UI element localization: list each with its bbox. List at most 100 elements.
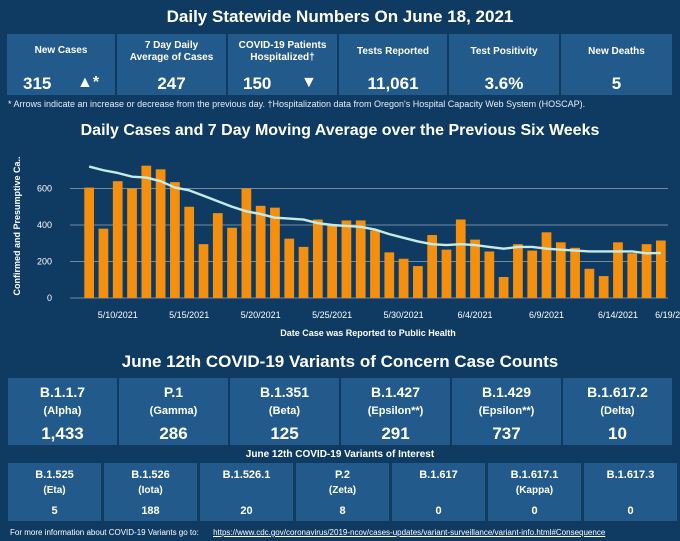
new-cases-value: 315 [23,74,52,93]
x-tick-label: 6/14/2021 [598,310,638,320]
bar[interactable] [584,268,595,298]
voi-card: B.1.525 (Eta) 5 [8,463,101,521]
voi-value: 5 [51,505,58,517]
bar[interactable] [441,249,452,298]
bar[interactable] [255,205,266,298]
bar[interactable] [484,251,495,298]
new-deaths-value: 5 [611,74,622,93]
bar[interactable] [527,250,538,298]
bar[interactable] [284,238,295,298]
new-deaths-card: New Deaths 5 [561,34,672,95]
footnote: * Arrows indicate an increase or decreas… [8,99,586,109]
bar[interactable] [98,228,109,298]
x-tick-label: 6/4/2021 [458,310,493,320]
tests-reported-card: Tests Reported 11,061 [339,34,447,95]
bar[interactable] [298,246,309,298]
bar[interactable] [384,252,395,298]
voc-value: 286 [159,424,188,443]
voc-value: 10 [608,424,627,443]
footer-text: For more information about COVID-19 Vari… [10,528,199,537]
x-tick-label: 5/15/2021 [169,310,209,320]
bar[interactable] [627,253,638,298]
voi-name: B.1.525 [35,469,74,481]
x-tick-label: 5/20/2021 [241,310,281,320]
bar[interactable] [413,266,423,298]
chart-y-ticks: 0 200 400 600 [37,184,52,304]
chart-x-ticks: 5/10/2021 5/15/2021 5/20/2021 5/25/2021 5/30… [98,310,680,320]
variant-info-link[interactable]: https://www.cdc.gov/coronavirus/2019-nco… [213,528,606,537]
y-tick-label: 200 [37,257,52,267]
bar[interactable] [570,247,580,298]
tests-reported-value: 11,061 [367,74,419,93]
bar[interactable] [112,181,123,298]
voi-card: B.1.617.3 0 [584,463,677,521]
y-tick-label: 0 [47,293,52,303]
bar[interactable] [84,187,95,298]
voi-value: 20 [240,505,253,517]
voc-sub: (Delta) [600,405,635,417]
tests-reported-label: Tests Reported [356,46,430,57]
voc-card: B.1.351 (Beta) 125 [230,378,339,445]
bar[interactable] [513,244,523,298]
voc-name: P.1 [163,384,184,400]
bar[interactable] [155,169,166,298]
voi-name: B.1.617 [419,469,458,481]
voc-value: 291 [381,424,410,443]
voi-name: P.2 [334,469,351,481]
voc-sub: (Beta) [268,405,301,417]
bar[interactable] [455,219,466,298]
voc-name: B.1.351 [259,384,310,400]
chart-bars [84,165,666,299]
bar[interactable] [198,244,209,298]
bar[interactable] [641,244,652,298]
voc-value: 737 [492,424,521,443]
voi-value: 0 [435,505,442,517]
bar[interactable] [241,188,252,299]
voc-sub: (Alpha) [43,405,82,417]
bar[interactable] [127,188,137,299]
chart-average-line [88,165,661,255]
voi-name: B.1.617.1 [510,469,559,481]
bar[interactable] [470,239,480,298]
bar[interactable] [312,219,323,298]
bar[interactable] [355,220,366,298]
moving-average-line[interactable] [88,165,661,255]
footer: For more information about COVID-19 Vari… [10,528,605,537]
bar[interactable] [598,276,609,298]
voi-sub: (Iota) [138,485,163,496]
x-tick-label: 5/10/2021 [98,310,138,320]
voc-name: B.1.429 [481,384,532,400]
bar[interactable] [613,242,623,298]
bar[interactable] [341,220,352,298]
bar[interactable] [427,235,438,298]
bar[interactable] [184,206,195,298]
decrease-arrow-icon: ▼ [301,74,317,91]
page-title: Daily Statewide Numbers On June 18, 2021 [166,7,514,26]
bar[interactable] [270,207,280,298]
bar[interactable] [170,182,180,298]
bar[interactable] [370,230,380,298]
voi-value: 188 [141,505,160,517]
voi-card: B.1.526.1 20 [200,463,293,521]
bar[interactable] [212,213,223,298]
hospitalized-card: COVID-19 Patients Hospitalized† 150 ▼ [228,34,337,95]
voi-card: B.1.617 0 [392,463,485,521]
bar[interactable] [227,227,237,298]
new-deaths-label: New Deaths [588,46,645,57]
bar[interactable] [327,225,337,298]
bar[interactable] [398,258,409,298]
bar[interactable] [655,240,666,298]
voi-value: 8 [339,505,346,517]
bar[interactable] [555,242,566,298]
bar[interactable] [498,277,509,298]
voc-value: 125 [270,424,299,443]
bar[interactable] [541,232,552,298]
voi-card: B.1.526 (Iota) 188 [104,463,197,521]
bar[interactable] [141,165,152,298]
hospitalized-value: 150 [243,74,272,93]
chart-y-label: Confirmed and Presumptive Ca.. [12,156,22,295]
voc-sub: (Epsilon**) [478,405,535,417]
voi-sub: (Kappa) [515,485,554,496]
new-cases-card: New Cases 315 ▲* [7,34,115,95]
